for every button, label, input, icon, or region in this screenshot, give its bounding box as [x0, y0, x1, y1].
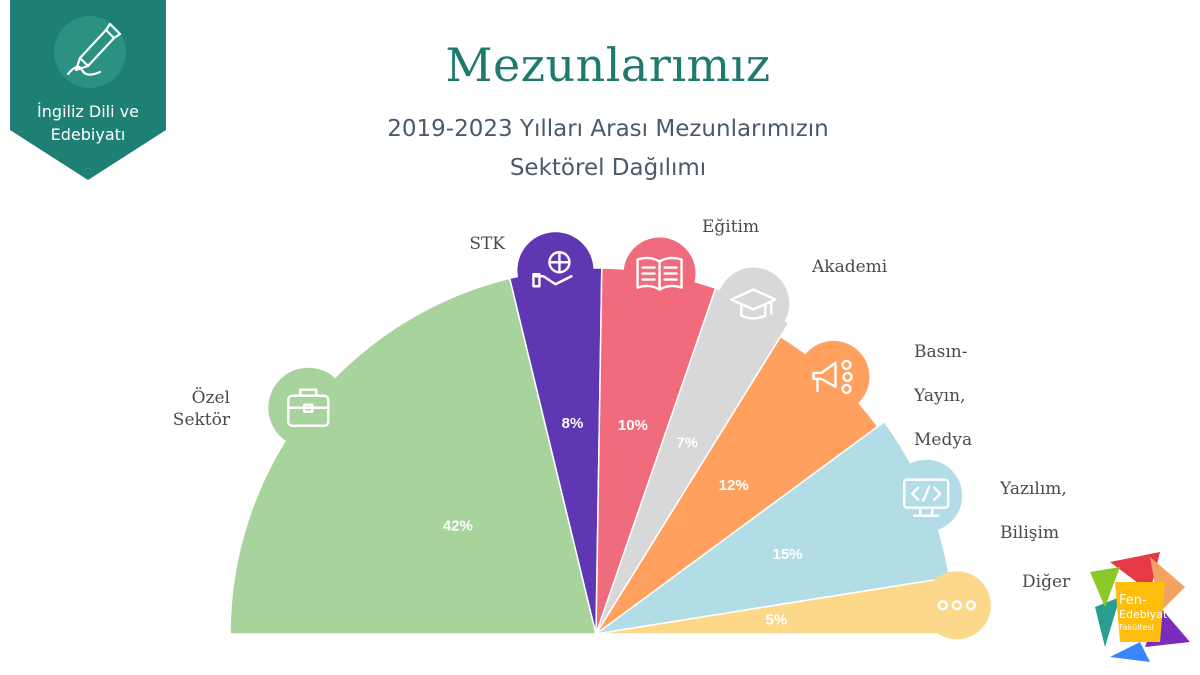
value-label-basin-yayin-medya: 12% — [719, 477, 749, 494]
subtitle-line2: Sektörel Dağılımı — [509, 155, 707, 181]
page-title: Mezunlarımız — [445, 38, 771, 92]
value-label-diger: 5% — [766, 612, 788, 629]
briefcase-icon — [268, 367, 349, 448]
graduation-cap-icon — [717, 267, 790, 340]
charity-hand-icon — [517, 232, 594, 309]
category-label-basin: Basın- — [914, 342, 968, 362]
category-label-egitim: Eğitim — [702, 217, 760, 237]
chart-slices — [229, 267, 959, 635]
category-label-medya: Medya — [914, 430, 973, 450]
category-label-stk: STK — [469, 234, 505, 254]
category-label-diger: Diğer — [1022, 572, 1071, 592]
more-dots-icon — [922, 571, 991, 640]
category-label-akademi: Akademi — [812, 257, 888, 277]
department-badge — [10, 0, 166, 180]
megaphone-icon — [797, 340, 870, 413]
subtitle-line1: 2019-2023 Yılları Arası Mezunlarımızın — [387, 116, 829, 142]
faculty-logo: Fen- Edebiyat Fakültesi — [1090, 552, 1190, 662]
category-label-bilisim: Bilişim — [1000, 523, 1060, 543]
pen-nib-icon — [66, 22, 122, 76]
value-label-ozel-sektor: 42% — [443, 517, 473, 534]
category-label-yazilim: Yazılım, — [1000, 479, 1067, 499]
logo-text-fakultesi: Fakültesi — [1119, 623, 1154, 632]
category-label-yayin: Yayın, — [914, 386, 966, 406]
category-label-basin-yayin-medya: Basın- Yayın, Medya — [914, 319, 972, 451]
value-label-akademi: 7% — [676, 434, 698, 451]
department-name: İngiliz Dili ve Edebiyatı — [10, 100, 166, 146]
value-label-stk: 8% — [562, 415, 584, 432]
logo-text-fen: Fen- — [1119, 593, 1147, 608]
chart-value-labels: 42% 8% 10% 7% 12% 15% 5% — [443, 415, 803, 629]
category-label-ozel-sektor: Özel Sektör — [172, 388, 230, 430]
department-name-line1: İngiliz Dili ve — [37, 102, 139, 121]
logo-text-edebiyat: Edebiyat — [1119, 608, 1168, 621]
category-label-yazilim-bilisim: Yazılım, Bilişim — [1000, 456, 1067, 544]
value-label-yazilim-bilisim: 15% — [772, 546, 802, 563]
value-label-egitim: 10% — [618, 417, 648, 434]
department-name-line2: Edebiyatı — [50, 125, 126, 144]
chart-icons — [268, 232, 991, 640]
book-icon — [623, 237, 696, 310]
code-screen-icon — [890, 459, 963, 532]
